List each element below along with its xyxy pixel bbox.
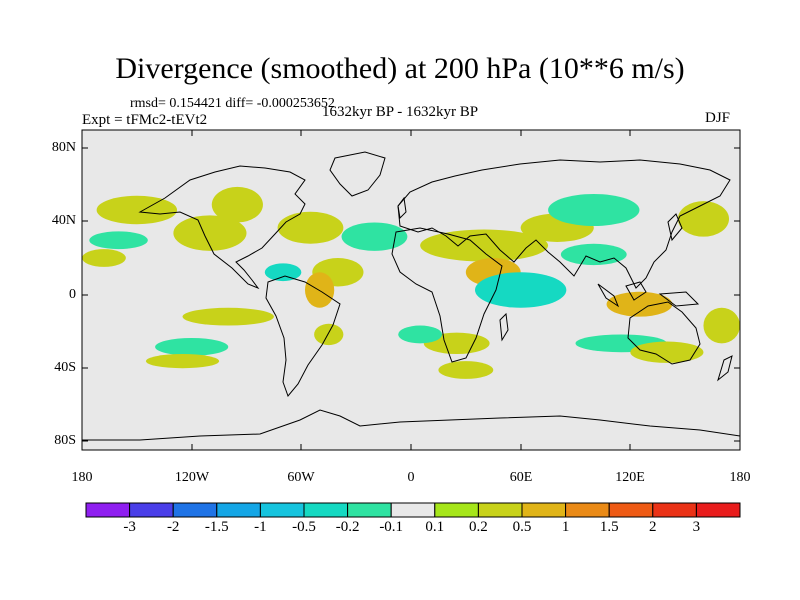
colorbar-label: -2 [166,519,180,535]
lat-label: 40N [51,213,76,228]
contour-region [438,361,494,379]
contour-region [211,186,263,223]
coast-eurasia [397,159,731,289]
colorbar-label: -0.2 [335,519,360,535]
coast-borneo [625,281,647,301]
period-label: 1632kyr BP - 1632kyr BP [322,104,479,120]
contour-region [703,307,740,344]
colorbar-label: -3 [123,519,136,535]
colorbar-box [347,502,392,518]
colorbar-label: -0.1 [379,519,404,535]
contour-region [155,338,229,356]
contour-regions [82,186,740,379]
colorbar-label: -1.5 [204,519,229,535]
coast-japan [667,213,683,242]
stats-text: rmsd= 0.154421 diff= -0.000253652 [130,96,335,111]
figure-title: Divergence (smoothed) at 200 hPa (10**6 … [115,52,685,85]
contour-region [341,222,408,251]
colorbar-box [216,502,261,518]
colorbar-box [434,502,479,518]
colorbar-box [303,502,349,518]
coast-new-zealand [717,355,733,382]
plot-background [82,130,740,450]
lon-label: 120W [174,470,210,485]
coast-antarctica [82,409,740,441]
colorbar-box [172,502,218,518]
contour-region [304,272,335,308]
coast-australia [627,301,701,365]
contour-region [420,229,549,262]
contour-region [606,291,673,317]
colorbar-box [259,502,305,518]
colorbar-box [477,502,523,518]
colorbar-label: -0.5 [292,519,316,535]
experiment-label: Expt = tFMc2-tEVt2 [82,112,208,128]
lon-label: 180 [71,470,93,485]
colorbar-box [129,502,174,518]
colorbar-label: -1 [254,519,267,535]
coast-madagascar [499,312,509,342]
contour-region [82,249,126,267]
colorbar-box [390,502,436,518]
contour-region [182,307,274,326]
colorbar-label: 0.1 [425,519,445,535]
lat-label: 40S [54,360,76,375]
contour-region [630,341,704,363]
colorbar-box [695,502,741,518]
colorbar-box [608,502,654,518]
lon-label: 120E [615,470,645,485]
lon-label: 60E [509,470,533,485]
colorbar-box [521,502,567,518]
contour-region [398,325,443,344]
coastlines [82,151,740,441]
contour-region [277,211,344,244]
lat-label: 80N [51,140,76,155]
lon-label: 180 [729,470,751,485]
colorbar-label: 0.5 [512,519,532,535]
contour-region [548,194,640,226]
axis-ticks [81,130,741,450]
contour-region [560,243,627,266]
colorbar-label: 1 [561,519,570,535]
coast-south-america [265,275,341,397]
coast-uk [397,196,407,220]
colorbar-label: 1.5 [599,519,619,535]
lon-label: 0 [407,470,415,485]
contour-region [314,323,344,346]
coast-new-guinea [658,291,700,307]
contour-region [89,231,148,250]
coast-sumatra [597,283,620,308]
colorbar-label: 0.2 [469,519,488,535]
coast-greenland [329,151,386,197]
colorbar-label: 3 [692,519,701,535]
coast-africa [391,227,503,363]
contour-region [145,354,220,369]
lat-label: 0 [69,287,76,302]
contour-region [423,332,490,355]
lon-label: 60W [287,470,315,485]
colorbar-box [85,502,131,518]
coast-north-america [138,165,306,290]
contour-region [173,215,247,251]
season-label: DJF [704,110,730,126]
colorbar-label: 2 [649,519,657,535]
colorbar-box [565,502,610,518]
contour-region [677,201,730,237]
contour-region [264,263,302,282]
colorbar-box [652,502,697,518]
lat-label: 80S [54,433,76,448]
